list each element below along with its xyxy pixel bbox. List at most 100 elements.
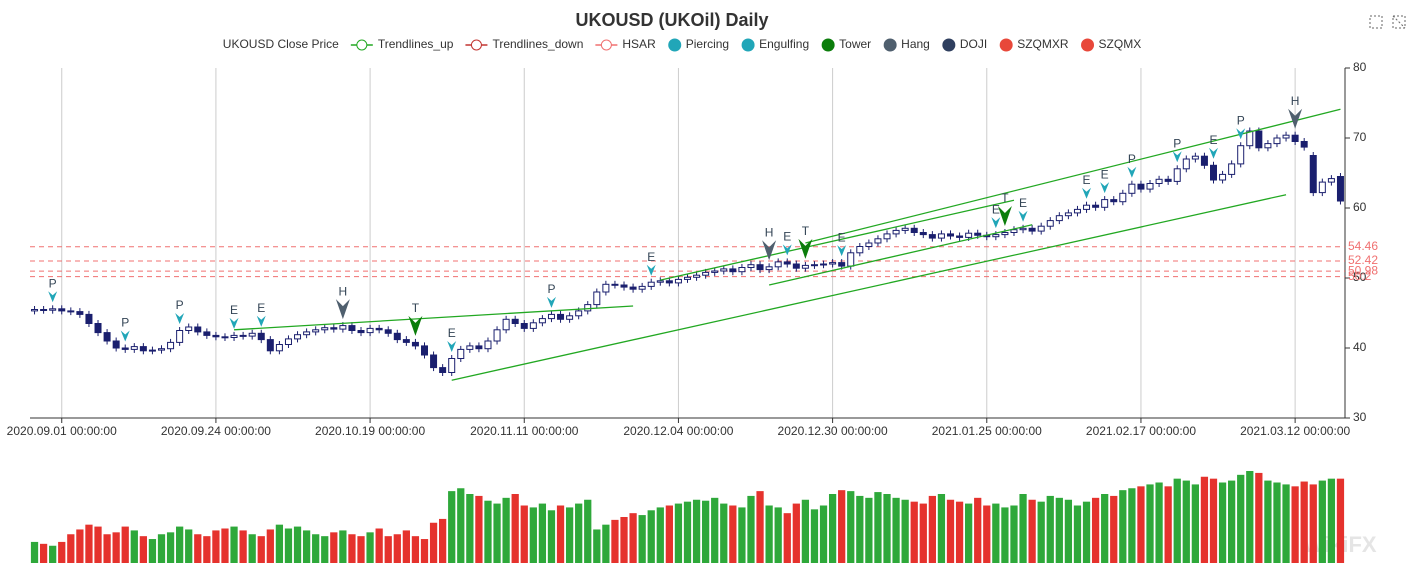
volume-bar bbox=[1028, 499, 1036, 563]
candle-body bbox=[638, 285, 646, 290]
candle-body bbox=[684, 276, 691, 280]
candle-body bbox=[674, 278, 682, 284]
candle-body bbox=[221, 336, 229, 339]
candle-body bbox=[40, 309, 48, 311]
candle-body bbox=[303, 331, 311, 336]
signal-marker bbox=[997, 206, 1012, 226]
volume-bar bbox=[865, 497, 873, 563]
candle-body bbox=[974, 232, 982, 236]
signal-marker bbox=[762, 240, 777, 261]
toolbox[interactable] bbox=[1369, 15, 1406, 29]
candle-body bbox=[656, 280, 664, 283]
candle-body bbox=[1101, 199, 1109, 208]
candle-body bbox=[1282, 134, 1290, 139]
candle-body bbox=[167, 341, 175, 350]
candle-body bbox=[411, 341, 419, 347]
signal-label: H bbox=[339, 284, 348, 298]
candle-body bbox=[1173, 168, 1181, 182]
candle-body bbox=[148, 349, 156, 352]
volume-bar bbox=[112, 532, 120, 563]
candle-body bbox=[493, 329, 501, 342]
volume-bar bbox=[819, 505, 828, 563]
candle-body bbox=[1146, 183, 1154, 190]
legend-item[interactable]: Trendlines_up bbox=[350, 37, 454, 51]
volume-bar bbox=[130, 530, 138, 563]
volume-bar bbox=[801, 499, 810, 563]
legend-label: UKOUSD Close Price bbox=[223, 37, 339, 51]
volume-bar bbox=[85, 524, 93, 563]
candle-body bbox=[275, 344, 283, 352]
candle-body bbox=[1164, 178, 1172, 182]
volume-bar bbox=[1255, 472, 1263, 563]
candle-body bbox=[239, 334, 247, 337]
candle-body bbox=[838, 262, 846, 267]
candle-body bbox=[1228, 163, 1236, 175]
volume-bar bbox=[1082, 501, 1091, 563]
volume-bar bbox=[1200, 476, 1209, 563]
volume-bar bbox=[366, 532, 374, 563]
candle-body bbox=[1246, 130, 1254, 147]
candle-body bbox=[439, 367, 447, 374]
candle-body bbox=[783, 261, 791, 265]
trendline bbox=[805, 108, 1341, 244]
candle-body bbox=[312, 329, 320, 333]
signal-label: E bbox=[257, 301, 265, 315]
hsar-label: 52.42 bbox=[1348, 253, 1378, 267]
legend-item[interactable]: SZQMXR bbox=[999, 37, 1069, 52]
volume-bar bbox=[792, 503, 800, 563]
signal-label: E bbox=[647, 250, 655, 264]
legend-item[interactable]: Engulfing bbox=[741, 37, 810, 52]
volume-bar bbox=[448, 491, 456, 563]
candle-body bbox=[402, 339, 410, 343]
signal-marker bbox=[335, 299, 350, 320]
legend-item[interactable]: Trendlines_down bbox=[465, 37, 583, 51]
volume-bar bbox=[185, 529, 193, 563]
volume-bar bbox=[828, 494, 837, 563]
candle-body bbox=[693, 274, 701, 278]
legend-item[interactable]: SZQMX bbox=[1081, 37, 1142, 52]
reset-icon[interactable] bbox=[1392, 15, 1406, 29]
signal-marker bbox=[1100, 182, 1110, 194]
legend-item[interactable]: DOJI bbox=[942, 37, 987, 52]
signal-marker bbox=[1236, 128, 1246, 140]
legend-item[interactable]: Tower bbox=[821, 37, 872, 52]
signal-label: E bbox=[838, 230, 846, 244]
signal-marker bbox=[1018, 210, 1028, 222]
volume-bar bbox=[284, 528, 293, 563]
legend-item[interactable]: HSAR bbox=[595, 37, 656, 51]
candle-body bbox=[928, 234, 936, 239]
signal-marker bbox=[837, 245, 847, 257]
volume-bar bbox=[602, 524, 610, 563]
volume-bar bbox=[103, 534, 111, 563]
legend-item[interactable]: Piercing bbox=[668, 37, 729, 52]
legend-label: SZQMX bbox=[1099, 37, 1142, 51]
volume-bar bbox=[910, 501, 918, 563]
signal-label: E bbox=[230, 303, 238, 317]
candle-body bbox=[448, 358, 456, 373]
volume-bar bbox=[1091, 497, 1100, 563]
candle-body bbox=[883, 233, 891, 240]
volume-bar bbox=[783, 513, 791, 563]
volume-bar bbox=[665, 505, 673, 563]
volume-bar bbox=[629, 513, 637, 563]
volume-bar bbox=[1336, 478, 1345, 563]
candle-body bbox=[919, 232, 927, 236]
volume-bar bbox=[511, 494, 519, 563]
volume-bar bbox=[1282, 484, 1290, 563]
candle-body bbox=[1155, 178, 1163, 185]
legend-item[interactable]: UKOUSD Close Price bbox=[223, 37, 339, 51]
volume-bar bbox=[729, 505, 737, 563]
candle-body bbox=[1110, 199, 1118, 203]
candle-body bbox=[1019, 227, 1027, 231]
legend-item[interactable]: Hang bbox=[883, 37, 930, 52]
signal-marker bbox=[447, 341, 457, 352]
volume-bar bbox=[1110, 495, 1118, 563]
candle-body bbox=[1291, 134, 1299, 142]
volume-bar bbox=[765, 505, 773, 563]
signal-label: T bbox=[802, 224, 810, 238]
x-tick-label: 2021.01.25 00:00:00 bbox=[932, 424, 1042, 438]
candle-body bbox=[538, 318, 546, 324]
signal-marker bbox=[1172, 151, 1182, 163]
volume-bar bbox=[992, 503, 1000, 563]
zoom-icon[interactable] bbox=[1369, 15, 1383, 29]
